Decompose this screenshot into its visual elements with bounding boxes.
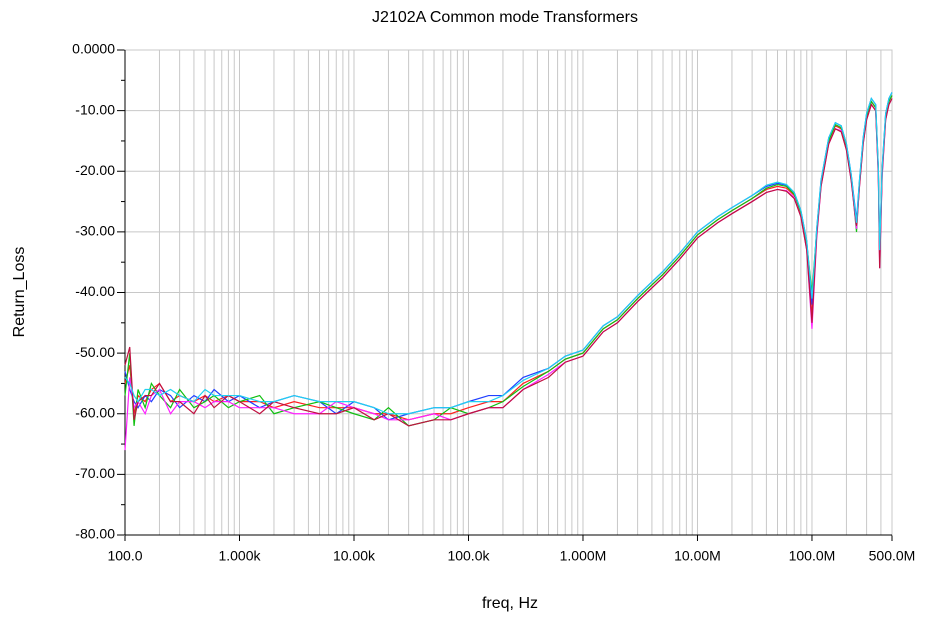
y-tick-label: -40.00 (75, 283, 115, 299)
chart-title: J2102A Common mode Transformers (372, 9, 638, 26)
x-tick-label: 100.0M (789, 548, 836, 564)
x-tick-label: 100.0 (107, 548, 142, 564)
y-tick-label: -70.00 (75, 465, 115, 481)
y-tick-label: -80.00 (75, 526, 115, 542)
x-tick-label: 1.000k (218, 548, 261, 564)
series-line (124, 95, 893, 421)
series-line (124, 98, 893, 427)
y-axis-label: Return_Loss (11, 247, 28, 338)
series-line (124, 92, 893, 415)
series-line (124, 92, 893, 421)
y-tick-label: -30.00 (75, 223, 115, 239)
y-tick-label: -60.00 (75, 404, 115, 420)
y-tick-label: -20.00 (75, 162, 115, 178)
x-tick-label: 10.00k (333, 548, 376, 564)
x-tick-label: 1.000M (560, 548, 607, 564)
y-tick-label: -50.00 (75, 344, 115, 360)
series-line (124, 95, 893, 427)
y-tick-label: 0.0000 (72, 41, 115, 57)
x-tick-label: 100.0k (447, 548, 490, 564)
x-axis-label: freq, Hz (482, 595, 538, 612)
x-tick-label: 500.0M (869, 548, 916, 564)
x-tick-label: 10.00M (674, 548, 721, 564)
y-tick-label: -10.00 (75, 101, 115, 117)
